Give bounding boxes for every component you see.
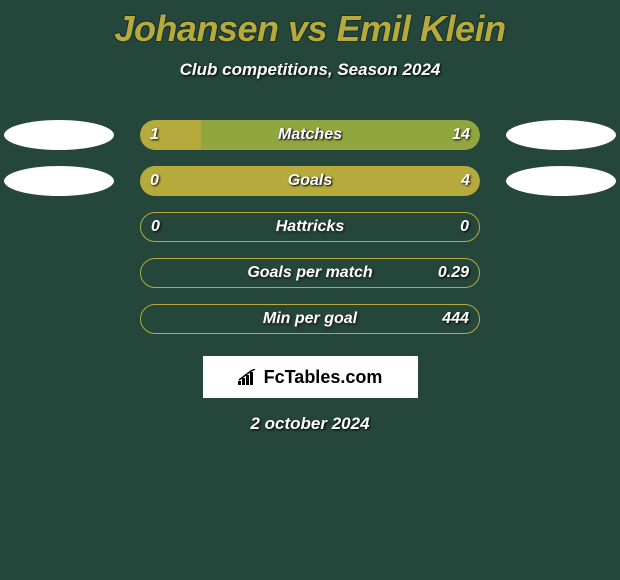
stat-value-right: 0.29 bbox=[438, 264, 469, 282]
stat-value-left: 1 bbox=[150, 126, 159, 144]
stat-label: Goals per match bbox=[141, 264, 479, 282]
stat-label: Hattricks bbox=[141, 218, 479, 236]
stat-row: Matches114 bbox=[0, 112, 620, 158]
stat-label: Min per goal bbox=[141, 310, 479, 328]
stat-value-right: 4 bbox=[461, 172, 470, 190]
stat-value-right: 14 bbox=[452, 126, 470, 144]
logo-bars-icon bbox=[238, 369, 260, 385]
player-right-ellipse bbox=[506, 166, 616, 196]
stat-bar: Goals04 bbox=[140, 166, 480, 196]
stat-bar: Hattricks0 0 bbox=[140, 212, 480, 242]
player-right-ellipse bbox=[506, 120, 616, 150]
stat-value-left: 0 bbox=[150, 172, 159, 190]
date-text: 2 october 2024 bbox=[0, 414, 620, 434]
page-title: Johansen vs Emil Klein bbox=[0, 8, 620, 50]
stat-bar: Matches114 bbox=[140, 120, 480, 150]
comparison-infographic: Johansen vs Emil Klein Club competitions… bbox=[0, 8, 620, 434]
stat-bar: Goals per match0.29 bbox=[140, 258, 480, 288]
stat-row: Goals per match0.29 bbox=[0, 250, 620, 296]
player-left-ellipse bbox=[4, 120, 114, 150]
stat-row: Goals04 bbox=[0, 158, 620, 204]
stat-bar: Min per goal444 bbox=[140, 304, 480, 334]
stat-row: Min per goal444 bbox=[0, 296, 620, 342]
player-left-ellipse bbox=[4, 166, 114, 196]
logo: FcTables.com bbox=[238, 367, 383, 388]
logo-box: FcTables.com bbox=[203, 356, 418, 398]
subtitle: Club competitions, Season 2024 bbox=[0, 60, 620, 80]
stat-value-right: 444 bbox=[442, 310, 469, 328]
stat-row: Hattricks0 0 bbox=[0, 204, 620, 250]
bar-fill-right bbox=[140, 166, 480, 196]
logo-text: FcTables.com bbox=[264, 367, 383, 388]
stat-value-right: 0 bbox=[460, 218, 469, 236]
stat-rows: Matches114Goals04Hattricks00Goals per ma… bbox=[0, 112, 620, 342]
stat-value-left: 0 bbox=[151, 218, 160, 236]
bar-fill-right bbox=[201, 120, 480, 150]
